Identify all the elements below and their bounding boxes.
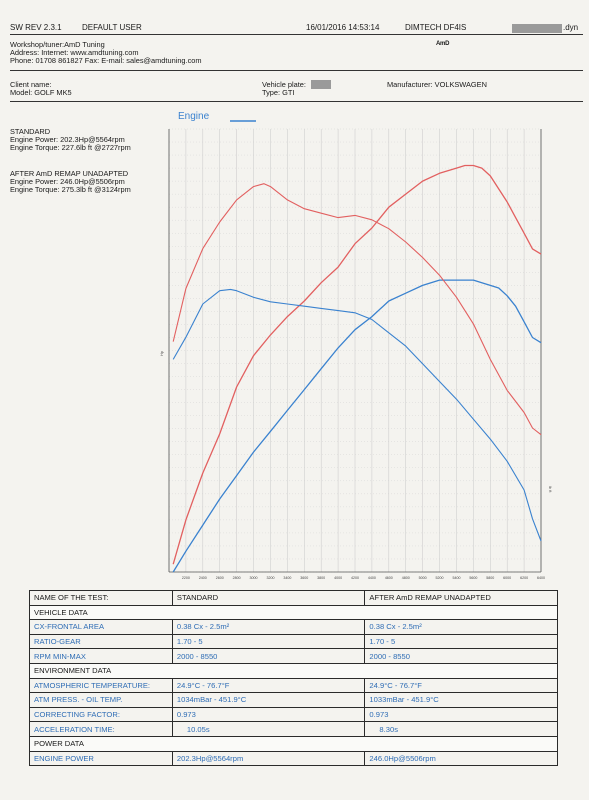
- pressure-standard: 1034mBar - 451.9°C: [171, 692, 366, 708]
- table-row: ENGINE POWER 202.3Hp@5564rpm 246.0Hp@550…: [29, 750, 558, 767]
- acceleration-standard: 10.05s: [171, 721, 366, 737]
- x-axis-ticks: 2200 2400 2600 2800 3000 3200 3400 3600 3800 4000…: [182, 576, 545, 580]
- engine-power-standard: 202.3Hp@5564rpm: [171, 750, 366, 767]
- standard-power-line: [172, 279, 542, 573]
- redacted-filename: [512, 24, 562, 33]
- client-label: Client name:: [10, 80, 52, 89]
- power-data-section: POWER DATA: [29, 735, 558, 752]
- right-axis-label: lb ft: [548, 486, 553, 493]
- remap-column-header: AFTER AmD REMAP UNADAPTED: [364, 590, 558, 606]
- chart-series: [172, 164, 542, 573]
- standard-title: STANDARD: [10, 127, 51, 136]
- table-row: CX-FRONTAL AREA 0.38 Cx - 2.5m² 0.38 Cx …: [29, 619, 558, 635]
- x-tick-label: 2400: [199, 576, 207, 580]
- correcting-factor-remap: 0.973: [364, 706, 558, 723]
- rpm-label: RPM MIN-MAX: [29, 648, 173, 664]
- x-tick-label: 6200: [520, 576, 528, 580]
- standard-torque-line: [172, 288, 542, 542]
- pressure-label: ATM PRESS. - OIL TEMP.: [29, 692, 173, 708]
- cx-label: CX-FRONTAL AREA: [29, 619, 173, 635]
- remap-title: AFTER AmD REMAP UNADAPTED: [10, 169, 129, 178]
- x-tick-label: 5000: [419, 576, 427, 580]
- x-tick-label: 2200: [182, 576, 190, 580]
- x-tick-label: 2600: [216, 576, 224, 580]
- plate-label: Vehicle plate:: [262, 80, 306, 89]
- table-header-row: NAME OF THE TEST: STANDARD AFTER AmD REM…: [29, 590, 558, 606]
- temperature-remap: 24.9°C - 76.7°F: [364, 677, 558, 694]
- dyno-model: DIMTECH DF4IS: [405, 23, 467, 32]
- user-name: DEFAULT USER: [82, 23, 142, 32]
- remap-power: Engine Power: 246.0Hp@5506rpm: [10, 177, 125, 186]
- left-axis-label: Hp: [159, 350, 164, 356]
- vehicle-data-section: VEHICLE DATA: [29, 604, 558, 621]
- x-tick-label: 3000: [250, 576, 258, 580]
- section-row: ENVIRONMENT DATA: [29, 662, 558, 679]
- x-tick-label: 6400: [537, 576, 545, 580]
- x-tick-label: 4800: [402, 576, 410, 580]
- x-tick-label: 3200: [266, 576, 274, 580]
- correcting-factor-label: CORRECTING FACTOR:: [29, 706, 173, 723]
- x-tick-label: 5600: [469, 576, 477, 580]
- workshop-contact: Phone: 01708 861827 Fax: E-mail: sales@a…: [10, 56, 202, 65]
- ratio-label: RATIO-GEAR: [29, 633, 173, 650]
- remap-torque-line: [172, 183, 542, 436]
- test-name-label: NAME OF THE TEST:: [29, 590, 173, 606]
- x-tick-label: 5800: [486, 576, 494, 580]
- table-row: RPM MIN-MAX 2000 - 8550 2000 - 8550: [29, 648, 558, 664]
- ratio-standard: 1.70 - 5: [171, 633, 366, 650]
- file-extension: .dyn: [563, 23, 579, 32]
- acceleration-remap: 8.30s: [364, 721, 558, 737]
- rpm-standard: 2000 - 8550: [171, 648, 366, 664]
- x-tick-label: 3800: [317, 576, 325, 580]
- temperature-label: ATMOSPHERIC TEMPERATURE:: [29, 677, 173, 694]
- redacted-plate: [311, 80, 331, 89]
- x-tick-label: 4000: [334, 576, 342, 580]
- engine-power-remap: 246.0Hp@5506rpm: [364, 750, 558, 767]
- x-tick-label: 3600: [300, 576, 308, 580]
- report-datetime: 16/01/2016 14:53:14: [306, 23, 380, 32]
- standard-power: Engine Power: 202.3Hp@5564rpm: [10, 135, 125, 144]
- correcting-factor-standard: 0.973: [171, 706, 366, 723]
- temperature-standard: 24.9°C - 76.7°F: [171, 677, 366, 694]
- workshop-name: Workshop/tuner:AmD Tuning: [10, 40, 105, 49]
- cx-standard: 0.38 Cx - 2.5m²: [171, 619, 366, 635]
- x-tick-label: 2800: [233, 576, 241, 580]
- x-tick-label: 3400: [283, 576, 291, 580]
- workshop-address: Address: Internet: www.amdtuning.com: [10, 48, 139, 57]
- x-tick-label: 4600: [385, 576, 393, 580]
- table-row: CORRECTING FACTOR: 0.973 0.973: [29, 706, 558, 723]
- section-row: POWER DATA: [29, 735, 558, 752]
- brand-logo: AmD: [436, 41, 450, 47]
- remap-power-line: [172, 164, 542, 565]
- software-version: SW REV 2.3.1: [10, 23, 62, 32]
- x-tick-label: 6000: [503, 576, 511, 580]
- engine-power-label: ENGINE POWER: [29, 750, 173, 767]
- results-table: NAME OF THE TEST: STANDARD AFTER AmD REM…: [29, 590, 558, 767]
- table-row: ATMOSPHERIC TEMPERATURE: 24.9°C - 76.7°F…: [29, 677, 558, 694]
- cx-remap: 0.38 Cx - 2.5m²: [364, 619, 558, 635]
- rpm-remap: 2000 - 8550: [364, 648, 558, 664]
- x-tick-label: 5400: [452, 576, 460, 580]
- vehicle-manufacturer: Manufacturer: VOLKSWAGEN: [387, 80, 487, 89]
- remap-torque: Engine Torque: 275.3lb ft @3124rpm: [10, 185, 131, 194]
- x-tick-label: 4200: [351, 576, 359, 580]
- table-row: ATM PRESS. - OIL TEMP. 1034mBar - 451.9°…: [29, 692, 558, 708]
- environment-data-section: ENVIRONMENT DATA: [29, 662, 558, 679]
- x-tick-label: 4400: [368, 576, 376, 580]
- standard-torque: Engine Torque: 227.6lb ft @2727rpm: [10, 143, 131, 152]
- acceleration-label: ACCELERATION TIME:: [29, 721, 173, 737]
- table-row: ACCELERATION TIME: 10.05s 8.30s: [29, 721, 558, 737]
- x-tick-label: 5200: [436, 576, 444, 580]
- chart-grid: [168, 128, 542, 573]
- standard-column-header: STANDARD: [171, 590, 366, 606]
- vehicle-model: Model: GOLF MK5: [10, 88, 72, 97]
- vehicle-type: Type: GTI: [262, 88, 295, 97]
- section-row: VEHICLE DATA: [29, 604, 558, 621]
- ratio-remap: 1.70 - 5: [364, 633, 558, 650]
- pressure-remap: 1033mBar - 451.9°C: [364, 692, 558, 708]
- chart-title: Engine: [178, 111, 210, 122]
- table-row: RATIO-GEAR 1.70 - 5 1.70 - 5: [29, 633, 558, 650]
